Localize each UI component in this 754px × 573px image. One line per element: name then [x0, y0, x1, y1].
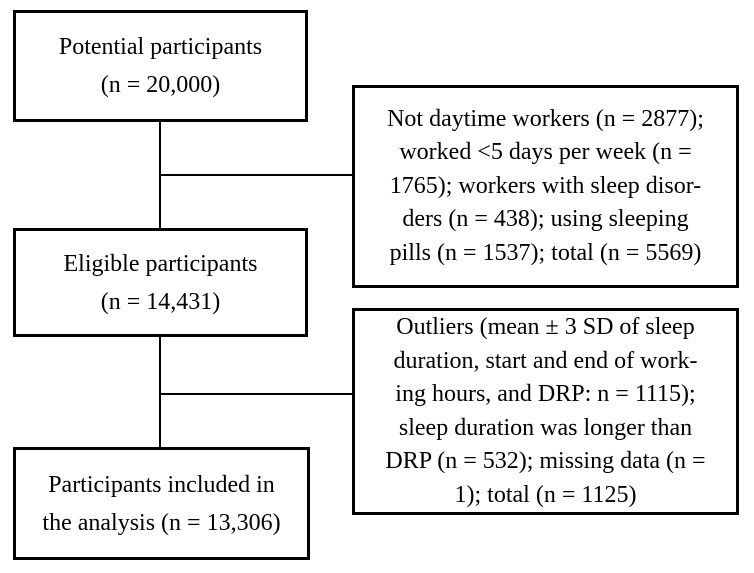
- box-eligible-participants: Eligible participants (n = 14,431): [13, 228, 308, 337]
- box-exclusion-eligibility: Not daytime workers (n = 2877); worked <…: [352, 85, 739, 288]
- box-exclusion-eligibility-text: Not daytime workers (n = 2877); worked <…: [387, 105, 704, 266]
- connector-branch-to-exclusion2: [160, 393, 352, 395]
- box-eligible-participants-text: Eligible participants (n = 14,431): [63, 250, 258, 315]
- box-potential-participants: Potential participants (n = 20,000): [13, 10, 308, 122]
- box-exclusion-outliers: Outliers (mean ± 3 SD of sleep duration,…: [352, 308, 739, 515]
- connector-eligible-to-included: [159, 337, 161, 447]
- box-exclusion-outliers-text: Outliers (mean ± 3 SD of sleep duration,…: [385, 314, 706, 508]
- box-included-participants: Participants included in the analysis (n…: [13, 447, 310, 560]
- box-included-participants-text: Participants included in the analysis (n…: [42, 471, 281, 536]
- box-potential-participants-text: Potential participants (n = 20,000): [58, 34, 263, 98]
- connector-branch-to-exclusion1: [160, 174, 352, 176]
